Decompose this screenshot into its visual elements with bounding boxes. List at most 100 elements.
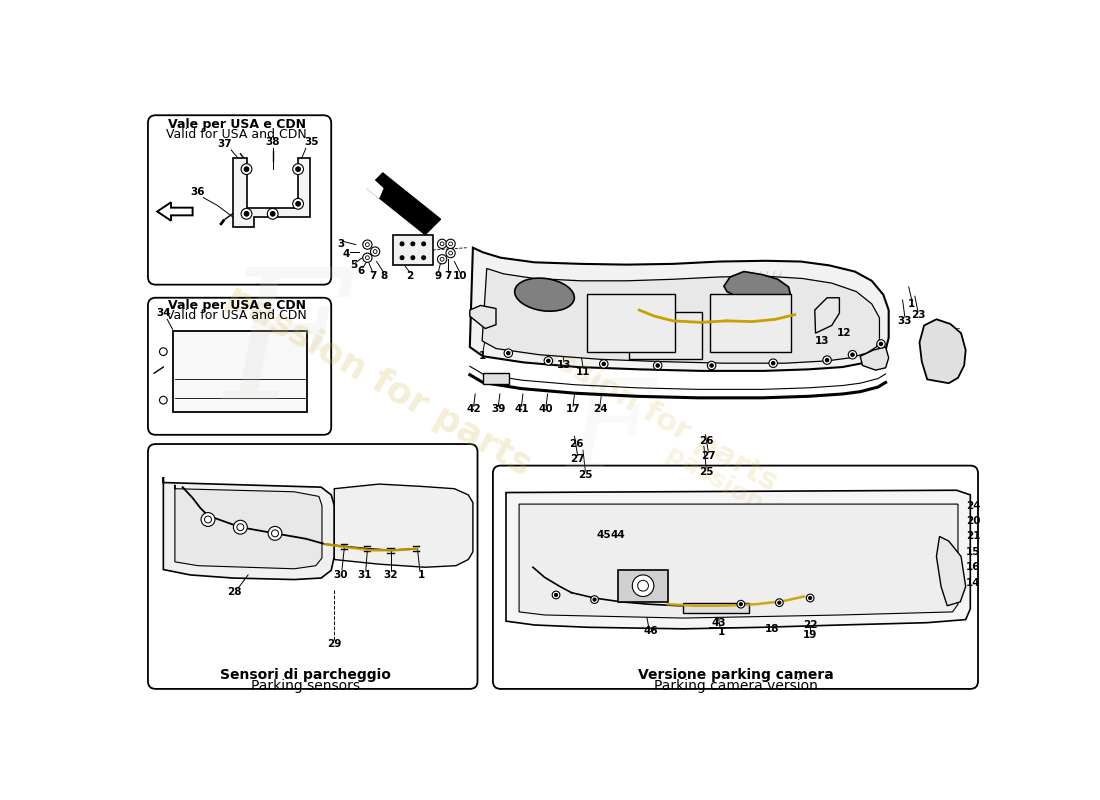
Circle shape: [411, 256, 415, 260]
Text: Vale per USA e CDN: Vale per USA e CDN: [167, 299, 306, 312]
Text: 13: 13: [557, 361, 571, 370]
Circle shape: [440, 258, 444, 261]
Circle shape: [547, 359, 550, 362]
Text: 43: 43: [712, 618, 727, 629]
Circle shape: [241, 209, 252, 219]
Circle shape: [552, 591, 560, 599]
Text: 26: 26: [569, 439, 583, 449]
Polygon shape: [163, 477, 334, 579]
Circle shape: [707, 362, 716, 370]
Text: 44: 44: [610, 530, 625, 540]
Text: 10: 10: [452, 271, 468, 281]
Circle shape: [449, 251, 452, 255]
Ellipse shape: [515, 278, 574, 311]
Circle shape: [160, 348, 167, 355]
Circle shape: [602, 362, 605, 366]
Text: 7: 7: [370, 271, 376, 281]
Text: 1: 1: [418, 570, 425, 580]
Text: 24: 24: [966, 501, 981, 510]
Circle shape: [293, 164, 304, 174]
Circle shape: [554, 594, 558, 597]
Text: 19: 19: [803, 630, 817, 640]
Text: 22: 22: [803, 620, 817, 630]
Circle shape: [440, 242, 444, 246]
Text: 35: 35: [304, 137, 318, 147]
Circle shape: [371, 247, 380, 256]
Circle shape: [710, 364, 713, 367]
Polygon shape: [506, 490, 970, 629]
Text: 16: 16: [966, 562, 980, 572]
Text: 1: 1: [909, 299, 915, 309]
Circle shape: [593, 598, 596, 601]
Circle shape: [769, 359, 778, 367]
Circle shape: [373, 250, 377, 254]
Polygon shape: [367, 179, 383, 198]
Circle shape: [449, 242, 452, 246]
Circle shape: [591, 596, 598, 603]
Text: 13: 13: [814, 336, 829, 346]
Circle shape: [656, 364, 659, 367]
Circle shape: [808, 597, 812, 599]
Text: 3: 3: [337, 239, 344, 249]
Text: 40: 40: [539, 404, 553, 414]
Bar: [393, 234, 433, 266]
Text: Parking camera version: Parking camera version: [653, 679, 817, 693]
Circle shape: [823, 356, 832, 364]
Text: 31: 31: [358, 570, 372, 580]
Text: 39: 39: [491, 404, 506, 414]
Text: 5: 5: [350, 261, 358, 270]
Text: Sensori di parcheggio: Sensori di parcheggio: [220, 668, 392, 682]
Text: 29: 29: [327, 639, 341, 650]
Circle shape: [267, 209, 278, 219]
Circle shape: [778, 601, 781, 604]
Polygon shape: [815, 298, 839, 333]
Polygon shape: [724, 271, 791, 305]
Polygon shape: [482, 269, 880, 363]
Circle shape: [201, 513, 214, 526]
Text: F: F: [224, 262, 349, 438]
Text: 24: 24: [593, 404, 607, 414]
Text: 25: 25: [698, 466, 714, 477]
Text: 17: 17: [565, 404, 581, 414]
Circle shape: [438, 254, 447, 264]
Text: 14: 14: [966, 578, 981, 588]
Polygon shape: [367, 173, 440, 234]
FancyBboxPatch shape: [493, 466, 978, 689]
Circle shape: [363, 253, 372, 262]
Text: 8: 8: [379, 271, 387, 281]
Circle shape: [421, 256, 426, 260]
Circle shape: [507, 351, 510, 355]
Text: Versione parking camera: Versione parking camera: [638, 668, 834, 682]
Text: 27: 27: [570, 454, 585, 465]
Text: 27: 27: [701, 451, 716, 462]
Circle shape: [244, 167, 249, 171]
Circle shape: [363, 240, 372, 250]
Circle shape: [825, 358, 828, 362]
Circle shape: [632, 575, 653, 597]
Bar: [173, 331, 307, 412]
Bar: [683, 602, 749, 614]
Bar: [711, 294, 791, 352]
Circle shape: [504, 349, 513, 358]
Circle shape: [737, 600, 745, 608]
Bar: [587, 294, 675, 352]
Circle shape: [877, 340, 886, 348]
Circle shape: [365, 256, 370, 260]
Text: 1: 1: [718, 627, 725, 637]
Text: passion for parts: passion for parts: [515, 326, 782, 498]
FancyBboxPatch shape: [147, 444, 477, 689]
Text: 18: 18: [764, 624, 779, 634]
Circle shape: [365, 242, 370, 246]
Polygon shape: [157, 202, 192, 221]
Polygon shape: [334, 484, 473, 567]
Circle shape: [400, 242, 404, 246]
Text: 34: 34: [156, 308, 170, 318]
Text: 12: 12: [837, 328, 851, 338]
Text: 23: 23: [911, 310, 925, 321]
Text: 28: 28: [227, 587, 241, 597]
Text: Valid for USA and CDN: Valid for USA and CDN: [166, 128, 307, 141]
Text: Valid for USA and CDN: Valid for USA and CDN: [166, 309, 307, 322]
Circle shape: [600, 360, 608, 368]
Circle shape: [848, 350, 857, 359]
Text: 26: 26: [698, 436, 714, 446]
